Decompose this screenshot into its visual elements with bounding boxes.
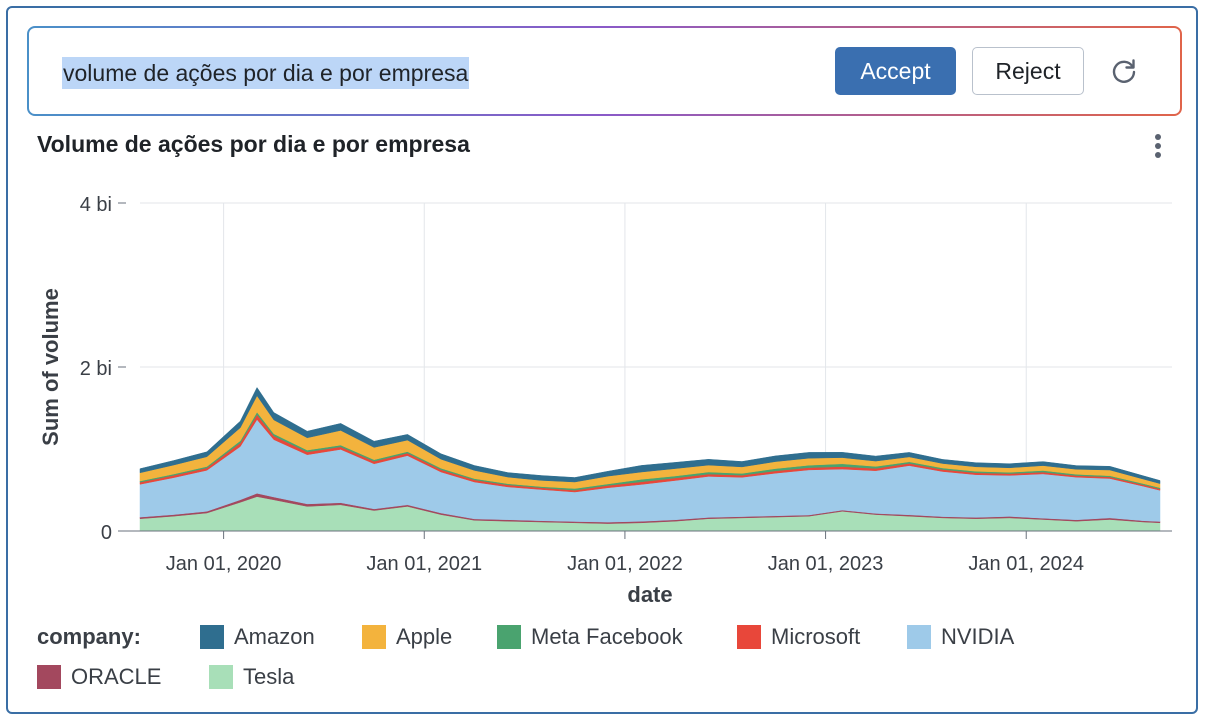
x-tick-label: Jan 01, 2022 <box>567 553 683 575</box>
legend-label: Amazon <box>234 624 315 649</box>
grid <box>140 202 1172 531</box>
refresh-icon-svg <box>1112 59 1136 83</box>
legend-swatch <box>497 625 521 649</box>
legend-label: NVIDIA <box>941 624 1015 649</box>
legend-label: ORACLE <box>71 664 162 689</box>
y-axis-label: Sum of volume <box>38 288 63 446</box>
legend-item-amazon[interactable]: Amazon <box>200 624 315 650</box>
legend-swatch <box>209 665 233 689</box>
legend-item-microsoft[interactable]: Microsoft <box>737 624 860 650</box>
legend-item-meta-facebook[interactable]: Meta Facebook <box>497 624 683 650</box>
legend-item-nvidia[interactable]: NVIDIA <box>907 624 1014 650</box>
legend-swatch <box>737 625 761 649</box>
legend-item-apple[interactable]: Apple <box>362 624 452 650</box>
legend-label: Apple <box>396 624 453 649</box>
x-tick-label: Jan 01, 2020 <box>166 553 282 575</box>
legend-label: Tesla <box>243 664 295 689</box>
refresh-icon[interactable] <box>1105 53 1143 91</box>
legend-label: Meta Facebook <box>531 624 683 649</box>
y-tick-label: 0 <box>101 522 112 544</box>
y-tick-label: 4 bi <box>80 194 112 216</box>
legend-label: Microsoft <box>771 624 861 649</box>
legend-title: company: <box>37 624 141 649</box>
x-tick-label: Jan 01, 2024 <box>968 553 1084 575</box>
series-areas <box>139 387 1161 532</box>
area-amazon <box>139 387 1161 484</box>
legend-swatch <box>200 625 224 649</box>
legend-swatch <box>362 625 386 649</box>
x-tick-label: Jan 01, 2021 <box>366 553 482 575</box>
kebab-menu-icon[interactable] <box>1148 131 1168 165</box>
reject-button[interactable]: Reject <box>972 47 1084 95</box>
x-tick-label: Jan 01, 2023 <box>768 553 884 575</box>
legend-swatch <box>37 665 61 689</box>
y-tick-label: 2 bi <box>80 358 112 380</box>
prompt-box: volume de ações por dia e por empresa Ac… <box>27 26 1182 116</box>
prompt-input[interactable]: volume de ações por dia e por empresa <box>62 57 470 89</box>
accept-button[interactable]: Accept <box>835 47 956 95</box>
x-axis-label: date <box>627 582 672 607</box>
axes: 0 2 bi 4 bi Jan 01, 2020 Jan 01, 2021 Jan 01,… <box>80 194 1172 575</box>
chart-title: Volume de ações por dia e por empresa <box>37 131 470 157</box>
legend-item-tesla[interactable]: Tesla <box>209 664 294 690</box>
legend-item-oracle[interactable]: ORACLE <box>37 664 161 690</box>
legend-swatch <box>907 625 931 649</box>
prompt-inner: volume de ações por dia e por empresa Ac… <box>29 28 1180 114</box>
chart-card <box>6 6 1198 714</box>
